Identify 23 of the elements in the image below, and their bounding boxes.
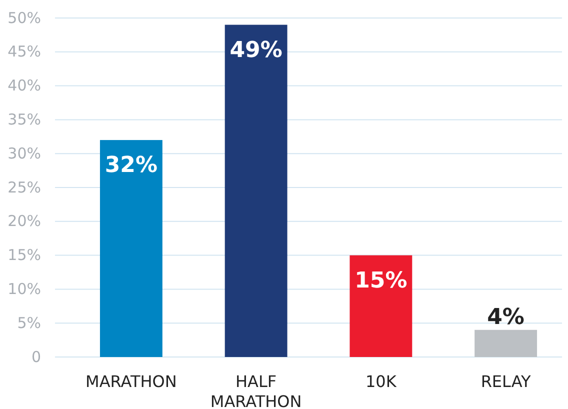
y-tick-label: 40%: [8, 76, 41, 95]
x-tick-label: MARATHON: [86, 372, 177, 391]
y-tick-label: 25%: [8, 178, 41, 196]
y-tick-label: 0: [31, 348, 41, 366]
x-tick-label: RELAY: [480, 372, 532, 391]
y-tick-label: 45%: [8, 42, 41, 61]
y-tick-label: 10%: [8, 280, 41, 298]
bar: [100, 140, 162, 357]
bar: [474, 330, 538, 357]
x-tick-label: 10K: [366, 372, 397, 391]
data-label: 32%: [104, 153, 158, 178]
data-label: 4%: [487, 304, 524, 330]
y-tick-label: 15%: [8, 246, 41, 264]
y-tick-label: 5%: [17, 314, 41, 332]
data-label: 49%: [230, 38, 282, 63]
y-tick-label: 30%: [8, 144, 41, 162]
bar: [224, 24, 288, 357]
y-tick-label: 20%: [8, 212, 41, 230]
data-label: 15%: [354, 268, 408, 294]
bar: [350, 255, 412, 357]
x-tick-label: HALF MARATHON: [210, 372, 302, 409]
y-tick-label: 50%: [8, 8, 41, 27]
y-tick-label: 35%: [8, 110, 41, 128]
